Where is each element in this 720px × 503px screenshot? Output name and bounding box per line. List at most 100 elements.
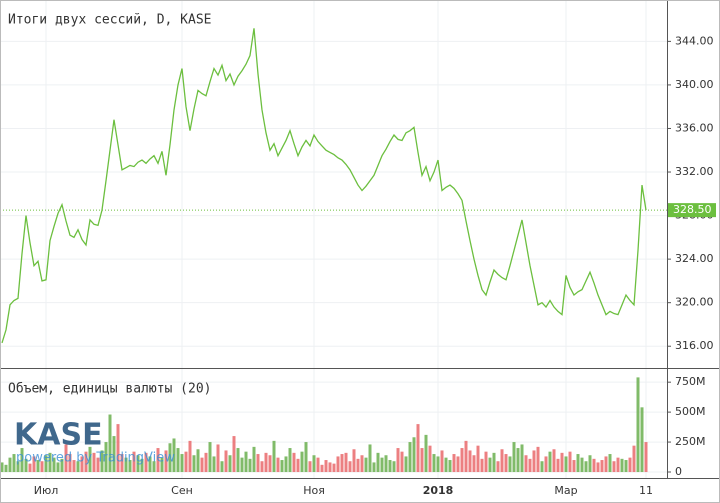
y-tick-label: 332.00 bbox=[675, 165, 714, 178]
volume-bar bbox=[604, 456, 608, 473]
volume-bar bbox=[276, 457, 280, 473]
x-tick-label: 2018 bbox=[423, 484, 454, 497]
volume-bar bbox=[112, 436, 116, 473]
volume-bar bbox=[300, 451, 304, 473]
volume-bar bbox=[576, 454, 580, 473]
volume-bar bbox=[200, 457, 204, 473]
volume-bar bbox=[376, 452, 380, 473]
volume-bar bbox=[296, 458, 300, 473]
volume-bar bbox=[396, 448, 400, 473]
volume-bar bbox=[492, 452, 496, 473]
volume-bar bbox=[524, 455, 528, 473]
volume-bar bbox=[212, 456, 216, 473]
volume-bar bbox=[620, 458, 624, 473]
y-tick-label: 336.00 bbox=[675, 121, 714, 134]
y-tick-label: 316.00 bbox=[675, 339, 714, 352]
volume-bar bbox=[384, 455, 388, 473]
volume-bar bbox=[412, 437, 416, 473]
volume-bar bbox=[196, 449, 200, 473]
volume-bar bbox=[500, 449, 504, 473]
volume-bar bbox=[572, 460, 576, 473]
volume-bar bbox=[148, 456, 152, 473]
y-tick-label: 0 bbox=[675, 465, 682, 478]
volume-bar bbox=[372, 462, 376, 473]
volume-bar bbox=[284, 456, 288, 473]
volume-bar bbox=[356, 458, 360, 473]
volume-bar bbox=[100, 450, 104, 473]
volume-bar bbox=[496, 461, 500, 473]
volume-bar bbox=[596, 462, 600, 473]
x-tick-label: Июл bbox=[34, 484, 59, 497]
volume-bar bbox=[220, 461, 224, 473]
volume-bar bbox=[52, 457, 56, 473]
volume-bar bbox=[92, 452, 96, 473]
volume-bar bbox=[568, 451, 572, 473]
volume-bar bbox=[316, 457, 320, 473]
volume-bar bbox=[312, 455, 316, 473]
volume-bar bbox=[56, 462, 60, 473]
last-price-label: 328.50 bbox=[673, 203, 712, 216]
volume-bar bbox=[464, 440, 468, 473]
volume-bar bbox=[488, 457, 492, 473]
volume-bar bbox=[0, 462, 4, 473]
volume-bar bbox=[440, 450, 444, 473]
volume-bar bbox=[152, 461, 156, 473]
volume-bar bbox=[564, 456, 568, 473]
volume-bar bbox=[364, 457, 368, 473]
volume-bar bbox=[156, 448, 160, 473]
x-tick-label: Мар bbox=[554, 484, 577, 497]
volume-bar bbox=[380, 457, 384, 473]
volume-bar bbox=[320, 464, 324, 473]
x-tick-label: Ноя bbox=[303, 484, 325, 497]
volume-bar bbox=[188, 440, 192, 473]
volume-bar bbox=[108, 414, 112, 473]
volume-bar bbox=[528, 458, 532, 473]
volume-bar bbox=[408, 442, 412, 473]
volume-bar bbox=[452, 454, 456, 473]
volume-bar bbox=[628, 457, 632, 473]
marks bbox=[0, 28, 667, 473]
volume-bar bbox=[368, 444, 372, 473]
volume-bar bbox=[632, 445, 636, 473]
volume-bar bbox=[504, 454, 508, 473]
volume-bar bbox=[592, 458, 596, 473]
volume-bar bbox=[248, 458, 252, 473]
volume-bar bbox=[208, 442, 212, 473]
y-tick-label: 340.00 bbox=[675, 78, 714, 91]
volume-bar bbox=[448, 460, 452, 473]
volume-bar bbox=[484, 451, 488, 473]
powered-by: powered by TradingView bbox=[16, 451, 175, 466]
volume-bar bbox=[256, 454, 260, 473]
volume-bar bbox=[236, 448, 240, 473]
volume-bar bbox=[280, 460, 284, 473]
volume-bar bbox=[416, 424, 420, 473]
volume-bar bbox=[544, 456, 548, 473]
volume-bar bbox=[424, 434, 428, 473]
volume-bar bbox=[144, 452, 148, 473]
volume-bar bbox=[552, 449, 556, 473]
price-line bbox=[1, 28, 647, 344]
volume-bar bbox=[472, 455, 476, 473]
volume-bar bbox=[420, 448, 424, 473]
volume-bar bbox=[400, 451, 404, 473]
volume-bar bbox=[516, 448, 520, 473]
volume-bar bbox=[160, 457, 164, 473]
volume-bar bbox=[392, 461, 396, 473]
volume-bar bbox=[324, 460, 328, 473]
x-tick-label: 11 bbox=[639, 484, 653, 497]
volume-bar bbox=[512, 442, 516, 473]
volume-bar bbox=[508, 456, 512, 473]
volume-bar bbox=[60, 458, 64, 473]
volume-bar bbox=[96, 457, 100, 473]
volume-bar bbox=[136, 455, 140, 473]
volume-bar bbox=[16, 461, 20, 473]
volume-bar bbox=[216, 444, 220, 473]
volume-bar bbox=[608, 454, 612, 473]
y-tick-label: 750M bbox=[675, 375, 706, 388]
volume-bar bbox=[556, 458, 560, 473]
volume-bar bbox=[328, 462, 332, 473]
volume-bar bbox=[32, 456, 36, 473]
volume-bar bbox=[84, 451, 88, 473]
